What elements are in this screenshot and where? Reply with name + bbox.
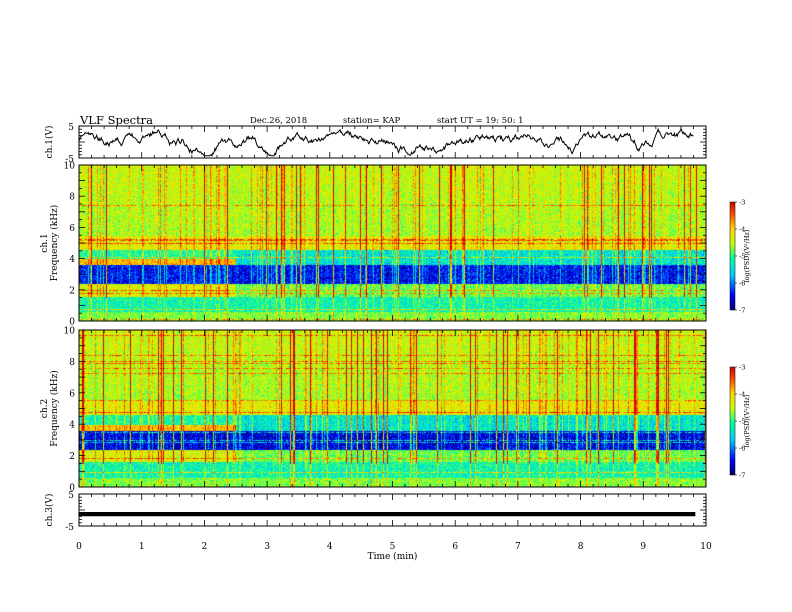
ch2-spectrogram-ytick-label: 8 xyxy=(69,358,75,368)
ch2-spectrogram-colorbar-tick-label: -5 xyxy=(739,418,745,426)
ch3-waveform-ylabel: ch.3(V) xyxy=(44,494,55,527)
ch2-spectrogram-colorbar-tick-label: -7 xyxy=(739,472,745,480)
ch2-spectrogram-colorbar-label: log(PSD)(V²/Hz) xyxy=(743,394,751,447)
ch1-spectrogram-ytick-label: 2 xyxy=(69,286,75,296)
ch1-waveform-ytick-label-max: 5 xyxy=(68,123,74,133)
ch2-spectrogram-ytick-label: 6 xyxy=(69,389,75,399)
ch2-spectrogram-colorbar-tick-label: -4 xyxy=(739,391,745,399)
date-label: Dec.26, 2018 xyxy=(250,116,308,126)
ch1-spectrogram-image xyxy=(79,165,706,321)
x-axis-label: Time (min) xyxy=(368,551,418,562)
x-tick-label: 0 xyxy=(76,542,82,552)
ch1-spectrogram-colorbar-tick-label: -5 xyxy=(739,253,745,261)
x-tick-label: 2 xyxy=(202,542,208,552)
ch1-spectrogram-colorbar-tick-label: -3 xyxy=(739,199,745,207)
start-time-label: start UT = 19: 50: 1 xyxy=(437,116,524,126)
ch3-waveform-ytick-label-max: 5 xyxy=(68,491,74,501)
ch2-spectrogram-colorbar-tick-label: -6 xyxy=(739,445,745,453)
ch1-spectrogram-colorbar xyxy=(729,201,736,311)
ch2-spectrogram-ytick-label: 10 xyxy=(64,327,76,337)
ch2-spectrogram-colorbar-tick-label: -3 xyxy=(739,364,745,372)
ch2-spectrogram-colorbar xyxy=(729,366,736,476)
ch1-spectrogram-colorbar-tick-label: -6 xyxy=(739,280,745,288)
ch1-waveform-line xyxy=(79,127,694,157)
x-tick-label: 9 xyxy=(640,542,646,552)
ch1-waveform-ylabel: ch.1(V) xyxy=(44,126,55,159)
ch1-spectrogram-ylabel: ch.1 xyxy=(40,233,50,252)
ch1-spectrogram-colorbar-tick-label: -4 xyxy=(739,226,745,234)
figure-title: VLF Spectra xyxy=(80,113,154,127)
ch1-spectrogram-ytick-label: 10 xyxy=(64,162,76,172)
x-tick-label: 4 xyxy=(327,542,333,552)
ch2-spectrogram-ytick-label: 4 xyxy=(69,421,75,431)
ch1-spectrogram-ylabel2: Frequency (kHz) xyxy=(49,205,60,282)
ch2-spectrogram-ylabel2: Frequency (kHz) xyxy=(49,370,60,447)
ch2-spectrogram-ytick-label: 2 xyxy=(69,452,75,462)
ch1-spectrogram-ytick-label: 4 xyxy=(69,255,75,265)
x-tick-label: 3 xyxy=(264,542,270,552)
ch2-spectrogram-image xyxy=(79,330,706,487)
ch1-spectrogram-colorbar-tick-label: -7 xyxy=(739,307,745,315)
x-tick-label: 6 xyxy=(452,542,458,552)
x-tick-label: 10 xyxy=(700,542,712,552)
x-tick-label: 1 xyxy=(139,542,145,552)
ch2-spectrogram-ylabel: ch.2 xyxy=(40,399,50,418)
ch1-spectrogram-colorbar-label: log(PSD)(V²/Hz) xyxy=(743,229,751,282)
ch1-spectrogram-ytick-label: 0 xyxy=(69,318,75,328)
ch3-waveform-ytick-label-min: -5 xyxy=(65,523,74,533)
ch1-spectrogram-ytick-label: 8 xyxy=(69,193,75,203)
station-label: station= KAP xyxy=(343,116,401,126)
ch2-spectrogram-ytick-label: 0 xyxy=(69,484,75,494)
ch1-spectrogram-ytick-label: 6 xyxy=(69,224,75,234)
x-tick-label: 7 xyxy=(515,542,521,552)
x-tick-label: 5 xyxy=(390,542,396,552)
x-tick-label: 8 xyxy=(578,542,584,552)
ch1-waveform-ytick-label-min: -5 xyxy=(65,155,74,165)
